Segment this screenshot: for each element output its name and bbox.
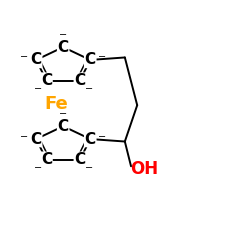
- Text: C: C: [74, 152, 86, 167]
- Text: C: C: [58, 119, 69, 134]
- Text: C: C: [74, 73, 86, 88]
- Text: −: −: [20, 52, 28, 62]
- Text: −: −: [98, 52, 106, 62]
- Text: −: −: [85, 84, 93, 94]
- Text: C: C: [30, 52, 42, 68]
- Text: −: −: [20, 132, 28, 141]
- Text: C: C: [58, 40, 69, 55]
- Text: −: −: [85, 163, 93, 173]
- Text: −: −: [59, 30, 67, 40]
- Text: C: C: [85, 52, 96, 68]
- Text: Fe: Fe: [44, 95, 68, 113]
- Text: C: C: [41, 73, 52, 88]
- Text: −: −: [34, 84, 42, 94]
- Text: OH: OH: [130, 160, 159, 178]
- Text: −: −: [98, 132, 106, 141]
- Text: C: C: [85, 132, 96, 146]
- Text: C: C: [30, 132, 42, 146]
- Text: −: −: [34, 163, 42, 173]
- Text: C: C: [41, 152, 52, 167]
- Text: −: −: [59, 109, 67, 119]
